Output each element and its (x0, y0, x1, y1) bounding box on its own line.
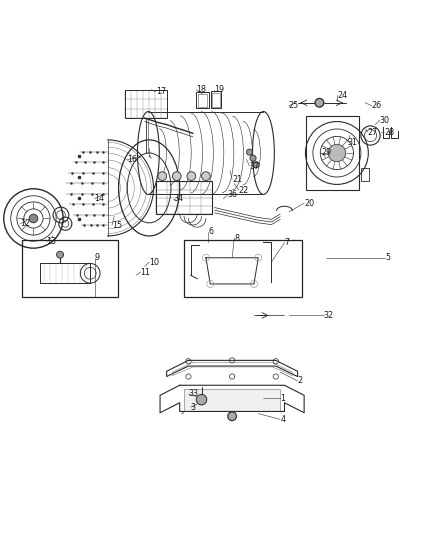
Circle shape (250, 155, 256, 161)
Text: 25: 25 (289, 101, 299, 110)
Text: 27: 27 (367, 127, 378, 136)
Text: 15: 15 (112, 221, 122, 230)
Text: 26: 26 (372, 101, 382, 110)
Text: 1: 1 (280, 394, 285, 403)
Text: 12: 12 (20, 219, 31, 228)
Bar (155, 181, 212, 214)
Text: 5: 5 (385, 253, 390, 262)
Text: 24: 24 (337, 91, 347, 100)
Text: 29: 29 (321, 149, 332, 157)
Text: 31: 31 (348, 138, 358, 147)
Circle shape (328, 144, 346, 161)
Text: 18: 18 (196, 85, 206, 94)
Bar (361, 168, 369, 181)
Text: 21: 21 (232, 175, 242, 184)
Bar (40, 263, 90, 283)
Bar (21, 240, 118, 297)
Circle shape (173, 172, 181, 181)
Bar (212, 93, 220, 107)
Text: 3: 3 (191, 402, 196, 411)
Text: 16: 16 (127, 155, 137, 164)
Text: 22: 22 (239, 185, 249, 195)
Circle shape (247, 149, 253, 155)
Text: 8: 8 (234, 233, 239, 243)
Text: 13: 13 (46, 237, 57, 246)
Bar (306, 116, 359, 190)
Text: 20: 20 (304, 199, 314, 208)
Text: 36: 36 (228, 190, 238, 199)
Text: 19: 19 (214, 85, 224, 94)
Text: 33: 33 (188, 390, 198, 399)
Text: 11: 11 (141, 268, 150, 277)
Bar (198, 94, 207, 107)
Text: 14: 14 (95, 195, 105, 203)
Text: 17: 17 (155, 87, 166, 96)
Text: 37: 37 (250, 161, 260, 171)
Text: 4: 4 (280, 415, 285, 424)
Bar (184, 389, 280, 410)
Text: 30: 30 (380, 116, 390, 125)
Text: 6: 6 (208, 227, 213, 236)
Text: 34: 34 (173, 195, 183, 203)
Bar (184, 240, 302, 297)
Circle shape (196, 394, 207, 405)
Bar (196, 92, 208, 108)
Circle shape (29, 214, 38, 223)
Circle shape (201, 172, 210, 181)
Bar (211, 91, 221, 108)
Text: 28: 28 (384, 127, 394, 136)
Circle shape (315, 99, 324, 107)
Text: 2: 2 (297, 376, 303, 385)
Text: 7: 7 (285, 238, 290, 247)
Text: 9: 9 (95, 253, 100, 262)
Circle shape (253, 161, 259, 168)
Circle shape (158, 172, 166, 181)
Text: 32: 32 (324, 311, 334, 320)
Circle shape (228, 412, 237, 421)
Text: 10: 10 (149, 257, 159, 266)
Circle shape (187, 172, 196, 181)
Bar (125, 90, 166, 118)
Circle shape (57, 251, 64, 258)
